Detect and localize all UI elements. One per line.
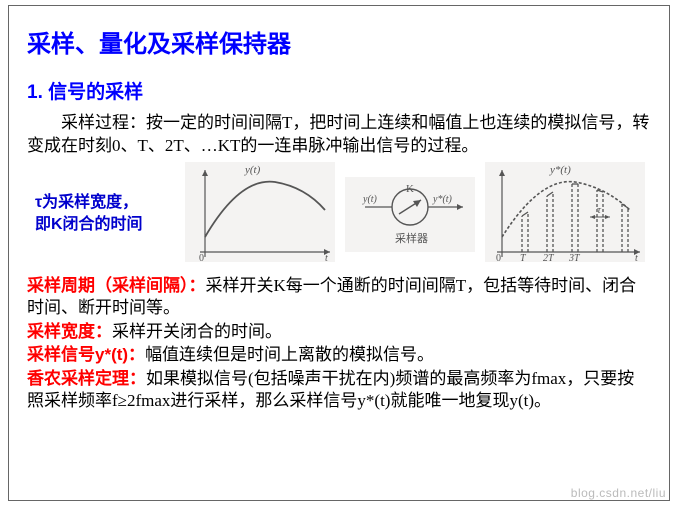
t-axis-left: t	[325, 253, 328, 262]
sampling-diagram: y(t) 0 t K y(t) y*(t) 采样器	[185, 162, 645, 262]
sampler-in: y(t)	[362, 194, 378, 205]
tick-3T: 3T	[568, 253, 581, 262]
def-term-0: 采样周期（采样间隔）：	[27, 276, 206, 295]
def-desc-1: 采样开关闭合的时间。	[112, 322, 282, 341]
tick-0-left: 0	[199, 253, 204, 262]
sampler-label: 采样器	[395, 231, 428, 245]
watermark: blog.csdn.net/liu	[571, 486, 666, 500]
figure-row: τ为采样宽度， 即K闭合的时间 y(t) 0 t	[27, 162, 651, 267]
tick-2T: 2T	[543, 253, 555, 262]
sampler-out: y*(t)	[432, 194, 453, 205]
sampler-k: K	[406, 183, 414, 195]
section-heading: 1. 信号的采样	[27, 77, 651, 104]
def-term-3: 香农采样定理：	[27, 369, 146, 388]
slide-container: 采样、量化及采样保持器 1. 信号的采样 采样过程：按一定的时间间隔T，把时间上…	[8, 5, 670, 501]
def-line-3: 香农采样定理：如果模拟信号(包括噪声干扰在内)频谱的最高频率为fmax，只要按照…	[27, 368, 651, 413]
y-axis-label-1: y(t)	[244, 164, 261, 176]
tau-note-l2: 即K闭合的时间	[35, 214, 177, 236]
slide-title: 采样、量化及采样保持器	[27, 24, 651, 59]
def-line-1: 采样宽度：采样开关闭合的时间。	[27, 321, 651, 343]
figures: y(t) 0 t K y(t) y*(t) 采样器	[185, 162, 651, 267]
def-line-2: 采样信号y*(t)：幅值连续但是时间上离散的模拟信号。	[27, 344, 651, 366]
tick-0: 0	[496, 253, 501, 262]
def-desc-2: 幅值连续但是时间上离散的模拟信号。	[145, 345, 434, 364]
tau-note: τ为采样宽度， 即K闭合的时间	[27, 192, 177, 237]
intro-paragraph: 采样过程：按一定的时间间隔T，把时间上连续和幅值上也连续的模拟信号，转变成在时刻…	[27, 112, 651, 158]
section-title: 信号的采样	[48, 82, 143, 103]
tau-note-l1: τ为采样宽度，	[35, 192, 177, 214]
def-term-1: 采样宽度：	[27, 322, 112, 341]
def-line-0: 采样周期（采样间隔）：采样开关K每一个通断的时间间隔T，包括等待时间、闭合时间、…	[27, 275, 651, 320]
y-axis-label-2: y*(t)	[549, 164, 571, 176]
def-term-2: 采样信号y*(t)：	[27, 345, 145, 364]
t-axis-right: t	[635, 253, 638, 262]
section-number: 1.	[27, 82, 43, 103]
